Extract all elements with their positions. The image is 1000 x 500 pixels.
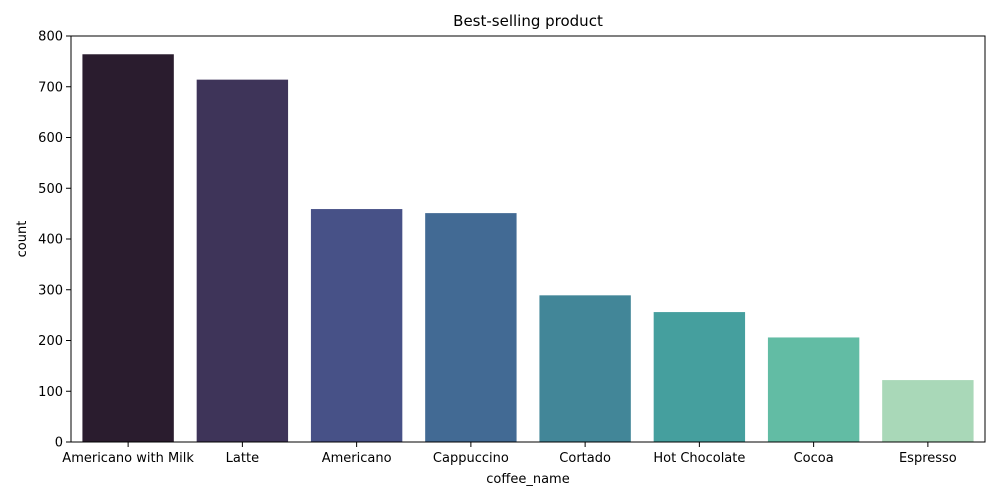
x-tick-label: Espresso <box>899 451 957 466</box>
x-tick-label: Cortado <box>559 451 611 466</box>
bars <box>82 54 974 443</box>
y-tick-label: 700 <box>38 80 63 95</box>
bar-cocoa <box>767 337 860 442</box>
bar-cappuccino <box>425 213 517 442</box>
y-tick-label: 0 <box>55 436 63 451</box>
y-tick-label: 800 <box>38 30 63 45</box>
x-tick-label: Cocoa <box>794 451 834 466</box>
y-tick-label: 100 <box>38 385 63 400</box>
bar-espresso <box>882 380 974 442</box>
y-axis-label: count <box>15 221 30 258</box>
x-axis: Americano with Milk Latte Americano Cappucc… <box>62 442 957 466</box>
y-tick-label: 500 <box>38 182 63 197</box>
bar-americano-with-milk <box>82 54 174 443</box>
y-tick-label: 200 <box>38 334 63 349</box>
plot-frame <box>70 35 986 443</box>
chart-title: Best-selling product <box>453 12 603 30</box>
bar-latte <box>196 79 289 443</box>
bar-cortado <box>539 295 631 442</box>
x-tick-label: Cappuccino <box>433 451 509 466</box>
bar-hot-chocolate <box>653 312 746 442</box>
x-axis-label: coffee_name <box>486 472 569 487</box>
y-axis: 0 100 200 300 400 500 600 700 800 <box>38 30 71 451</box>
x-tick-label: Latte <box>226 451 259 466</box>
y-tick-label: 400 <box>38 233 63 248</box>
x-tick-label: Hot Chocolate <box>653 451 745 466</box>
x-tick-label: Americano with Milk <box>62 451 194 466</box>
bar-americano <box>310 209 403 442</box>
y-tick-label: 600 <box>38 131 63 146</box>
x-tick-label: Americano <box>322 451 392 466</box>
y-tick-label: 300 <box>38 283 63 298</box>
